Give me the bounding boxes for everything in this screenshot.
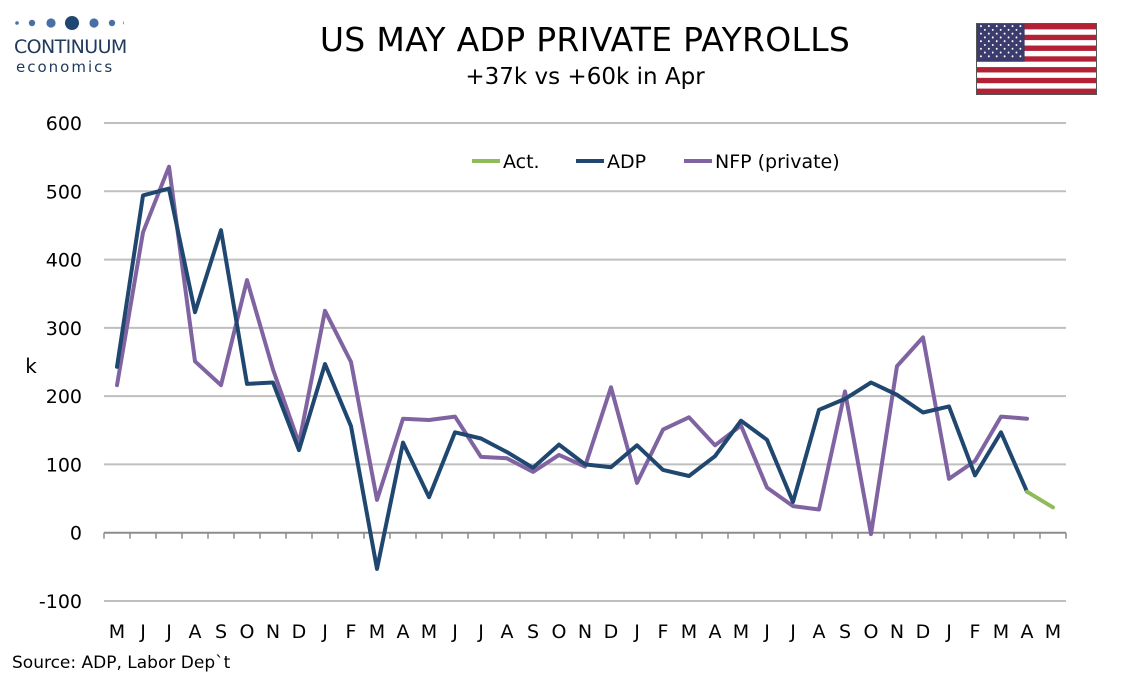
x-tick-label: D: [292, 621, 307, 643]
y-tick-label: 0: [70, 523, 82, 545]
legend-label: ADP: [607, 151, 646, 173]
x-tick-label: S: [839, 621, 851, 643]
x-tick-label: A: [189, 621, 202, 643]
logo-wordmark: CONTINUUM: [14, 36, 127, 58]
legend-label: Act.: [503, 151, 540, 173]
y-tick-label: 200: [46, 386, 82, 408]
x-tick-label: A: [813, 621, 826, 643]
x-tick-label: M: [1045, 621, 1061, 643]
x-tick-label: S: [527, 621, 539, 643]
x-tick-label: F: [970, 621, 981, 643]
x-tick-label: S: [215, 621, 227, 643]
y-axis-label: k: [25, 354, 37, 378]
x-tick-label: J: [165, 621, 172, 643]
x-tick-label: J: [945, 621, 952, 643]
x-tick-label: M: [733, 621, 749, 643]
x-tick-label: D: [916, 621, 931, 643]
x-tick-label: N: [266, 621, 280, 643]
series-line-act: [1025, 489, 1055, 510]
x-tick-label: A: [501, 621, 514, 643]
x-tick-label: J: [321, 621, 328, 643]
us-flag-icon: [976, 23, 1097, 95]
y-tick-label: 400: [46, 250, 82, 272]
chart-subtitle: +37k vs +60k in Apr: [465, 64, 705, 90]
series-line-adp: [115, 186, 1029, 571]
x-tick-label: O: [240, 621, 255, 643]
y-tick-label: 500: [46, 181, 82, 203]
x-tick-label: J: [789, 621, 796, 643]
logo-tagline: economics: [16, 58, 115, 76]
x-tick-label: M: [369, 621, 385, 643]
logo-dots-icon: [15, 16, 124, 30]
x-tick-label: M: [681, 621, 697, 643]
y-tick-label: -100: [39, 591, 82, 613]
x-tick-label: J: [139, 621, 146, 643]
x-tick-label: F: [658, 621, 669, 643]
x-tick-label: N: [578, 621, 592, 643]
x-tick-label: J: [451, 621, 458, 643]
x-tick-label: M: [109, 621, 125, 643]
x-tick-label: N: [890, 621, 904, 643]
x-tick-label: J: [477, 621, 484, 643]
x-tick-label: J: [763, 621, 770, 643]
y-tick-label: 600: [46, 113, 82, 135]
chart-title: US MAY ADP PRIVATE PAYROLLS: [319, 20, 851, 59]
series-line-nfp-private: [115, 164, 1029, 537]
x-tick-label: A: [1021, 621, 1034, 643]
x-tick-label: J: [633, 621, 640, 643]
x-tick-label: D: [604, 621, 619, 643]
x-tick-label: F: [346, 621, 357, 643]
x-tick-label: O: [864, 621, 879, 643]
y-tick-label: 300: [46, 318, 82, 340]
y-tick-label: 100: [46, 454, 82, 476]
x-tick-label: M: [993, 621, 1009, 643]
x-tick-label: M: [421, 621, 437, 643]
legend-label: NFP (private): [715, 151, 840, 173]
source-note: Source: ADP, Labor Dep`t: [12, 653, 231, 673]
continuum-logo: CONTINUUM economics: [14, 12, 138, 76]
x-tick-label: A: [709, 621, 722, 643]
x-tick-label: O: [552, 621, 567, 643]
x-tick-label: A: [397, 621, 410, 643]
